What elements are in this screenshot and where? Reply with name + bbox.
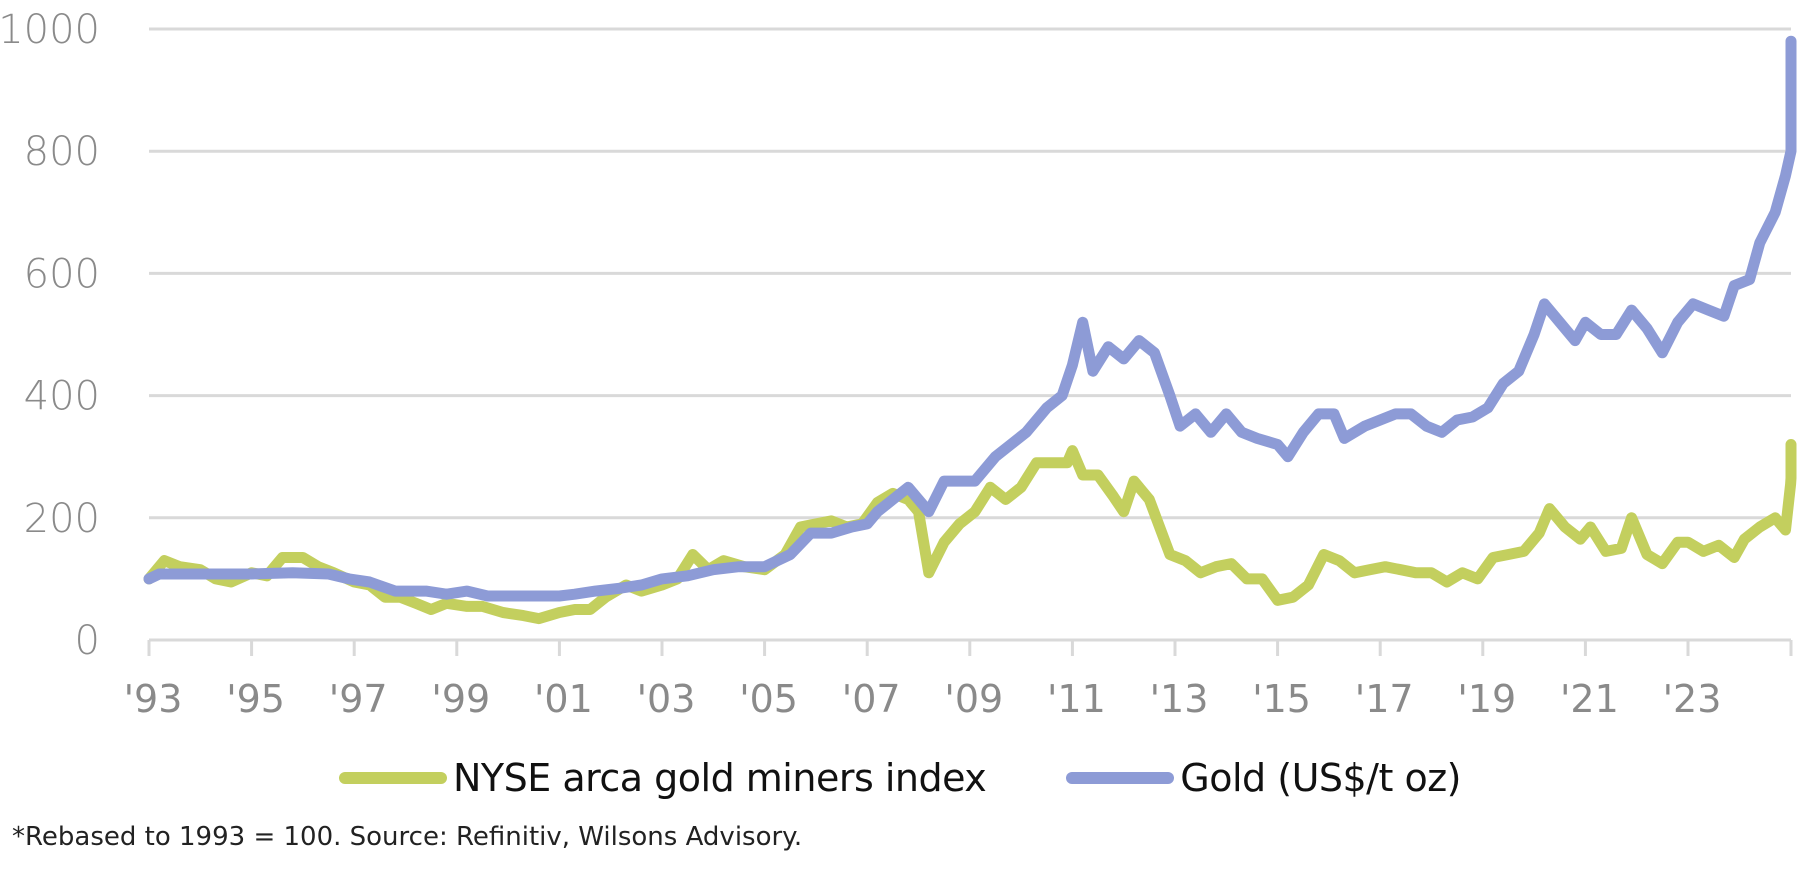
x-axis: '93 '95 '97 '99 '01 '03 '05 '07 '09 '11 '13 '15 '17 '…	[124, 638, 1793, 721]
x-tick-label: '07	[842, 677, 901, 721]
y-tick-label: 1000	[0, 7, 100, 53]
y-tick-label: 200	[24, 496, 100, 542]
x-tick-label: '01	[534, 677, 593, 721]
gridlines	[149, 27, 1791, 520]
x-tick-label: '03	[637, 677, 696, 721]
y-tick-label: 400	[24, 374, 100, 420]
legend-swatch-miners	[338, 772, 447, 784]
series-line-gold	[143, 35, 1797, 602]
x-tick-label: '09	[944, 677, 1003, 721]
legend-label-gold: Gold (US$/t oz)	[1180, 756, 1461, 800]
y-tick-label: 800	[24, 129, 100, 175]
y-axis-ticks: 0 200 400 600 800 1000	[0, 7, 100, 664]
x-tick-label: '17	[1355, 677, 1414, 721]
x-tick-label: '97	[329, 677, 388, 721]
legend-item-gold: Gold (US$/t oz)	[1066, 756, 1461, 800]
footnote: *Rebased to 1993 = 100. Source: Refiniti…	[12, 822, 803, 852]
x-tick-label: '15	[1252, 677, 1311, 721]
series-line-miners	[143, 439, 1797, 625]
x-tick-label: '13	[1150, 677, 1209, 721]
y-tick-label: 0	[75, 618, 100, 664]
x-tick-label: '11	[1047, 677, 1106, 721]
x-tick-label: '23	[1663, 677, 1722, 721]
x-tick-label: '19	[1457, 677, 1516, 721]
legend-swatch-gold	[1066, 772, 1175, 784]
x-tick-label: '93	[124, 677, 183, 721]
series-lines	[143, 35, 1797, 625]
legend-item-miners: NYSE arca gold miners index	[338, 756, 987, 800]
x-tick-label: '21	[1560, 677, 1619, 721]
x-tick-label: '99	[431, 677, 490, 721]
x-tick-label: '95	[226, 677, 285, 721]
y-tick-label: 600	[24, 251, 100, 297]
x-tick-label: '05	[739, 677, 798, 721]
legend-label-miners: NYSE arca gold miners index	[452, 756, 987, 800]
legend: NYSE arca gold miners index Gold (US$/t …	[0, 748, 1800, 808]
